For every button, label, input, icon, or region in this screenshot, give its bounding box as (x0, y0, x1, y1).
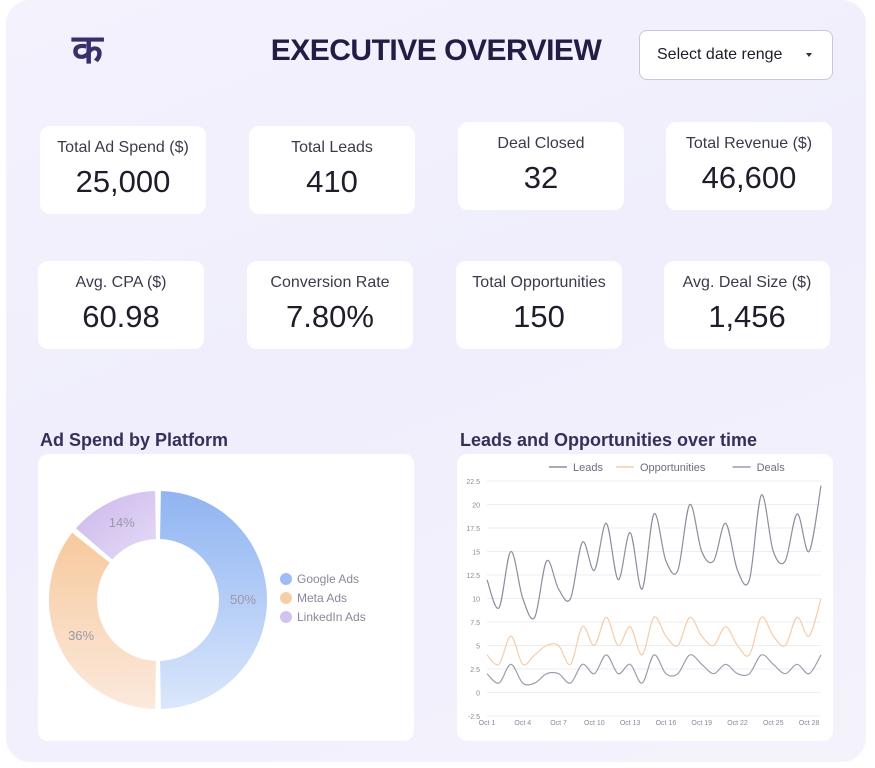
kpi-card-avg-cpa: Avg. CPA ($) 60.98 (38, 261, 204, 349)
kpi-label: Deal Closed (497, 135, 585, 152)
y-tick-label: 12.5 (466, 573, 480, 580)
kpi-card-avg-deal-size: Avg. Deal Size ($) 1,456 (664, 261, 830, 349)
ad-spend-panel: 50% 36% 14% Google Ads Meta Ads LinkedIn A… (38, 454, 414, 741)
donut-slice-google-ads[interactable] (158, 489, 269, 711)
kpi-label: Avg. CPA ($) (75, 274, 167, 291)
kpi-value: 150 (513, 299, 565, 334)
x-tick-label: Oct 16 (656, 720, 677, 727)
legend-label: Opportunities (640, 462, 706, 474)
kpi-value: 46,600 (701, 160, 797, 195)
kpi-card-total-leads: Total Leads 410 (249, 126, 415, 214)
y-tick-label: 7.5 (470, 620, 480, 627)
kpi-label: Total Leads (291, 139, 373, 156)
leads-chart-title: Leads and Opportunities over time (460, 430, 758, 450)
y-tick-label: -2.5 (468, 714, 480, 721)
x-tick-label: Oct 22 (727, 720, 748, 727)
y-tick-label: 17.5 (466, 526, 480, 533)
x-tick-label: Oct 28 (799, 720, 820, 727)
kpi-value: 1,456 (708, 299, 786, 334)
kpi-label: Total Opportunities (472, 274, 606, 291)
y-tick-label: 15 (472, 550, 480, 557)
donut-chart: 50% 36% 14% (47, 489, 269, 711)
y-tick-label: 22.5 (466, 479, 480, 486)
kpi-card-deal-closed: Deal Closed 32 (458, 122, 624, 210)
legend-meta-ads: Meta Ads (280, 591, 347, 605)
y-tick-label: 10 (472, 597, 480, 604)
y-tick-label: 2.5 (470, 667, 480, 674)
kpi-card-conversion-rate: Conversion Rate 7.80% (247, 261, 413, 349)
x-tick-label: Oct 13 (620, 720, 641, 727)
legend-dot (280, 573, 292, 585)
donut-label: 50% (230, 592, 256, 607)
kpi-label: Total Revenue ($) (685, 135, 813, 152)
leads-chart-panel: 22.5 20 17.5 15 12.5 10 7.5 5 2.5 0 -2.5 Oct 1 Oct 4… (457, 454, 833, 741)
x-tick-label: Oct 1 (479, 720, 496, 727)
legend-dot (280, 611, 292, 623)
x-tick-label: Oct 7 (550, 720, 567, 727)
date-range-dropdown[interactable]: Select date renge (639, 30, 833, 80)
kpi-value: 32 (523, 160, 559, 195)
donut-slice-meta-ads[interactable] (47, 530, 158, 711)
x-tick-label: Oct 4 (514, 720, 531, 727)
series-line-deals (486, 654, 822, 686)
kpi-card-total-opportunities: Total Opportunities 150 (456, 261, 622, 349)
logo-glyph: क (72, 27, 103, 73)
x-tick-label: Oct 19 (691, 720, 712, 727)
series-line-leads (486, 485, 822, 620)
logo: क (72, 28, 120, 76)
donut-slice-linkedin-ads[interactable] (73, 489, 158, 562)
x-tick-label: Oct 10 (584, 720, 605, 727)
legend-dot (280, 592, 292, 604)
kpi-card-total-ad-spend: Total Ad Spend ($) 25,000 (40, 126, 206, 214)
donut-label: 36% (68, 628, 94, 643)
legend-label: Deals (757, 462, 786, 474)
series-line-opportunities (486, 598, 822, 666)
kpi-label: Avg. Deal Size ($) (682, 274, 812, 291)
kpi-label: Total Ad Spend ($) (57, 139, 189, 156)
page-title: EXECUTIVE OVERVIEW (270, 34, 602, 67)
y-tick-label: 20 (472, 503, 480, 510)
donut-label: 14% (109, 515, 135, 530)
kpi-value: 7.80% (286, 299, 374, 334)
kpi-label: Conversion Rate (270, 274, 390, 291)
kpi-value: 25,000 (75, 164, 171, 199)
kpi-value: 410 (306, 164, 358, 199)
legend-google-ads: Google Ads (280, 572, 359, 586)
legend-label: LinkedIn Ads (297, 610, 366, 624)
caret-down-icon (806, 53, 812, 57)
kpi-value: 60.98 (82, 299, 160, 334)
legend-label: Google Ads (297, 572, 360, 586)
legend-label: Leads (573, 462, 603, 474)
x-tick-label: Oct 25 (763, 720, 784, 727)
legend-linkedin-ads: LinkedIn Ads (280, 610, 366, 624)
y-tick-label: 0 (476, 691, 480, 698)
y-tick-label: 5 (476, 644, 480, 651)
ad-spend-title: Ad Spend by Platform (40, 430, 229, 450)
kpi-card-total-revenue: Total Revenue ($) 46,600 (666, 122, 832, 210)
date-range-label: Select date renge (657, 46, 783, 63)
legend-label: Meta Ads (297, 591, 348, 605)
